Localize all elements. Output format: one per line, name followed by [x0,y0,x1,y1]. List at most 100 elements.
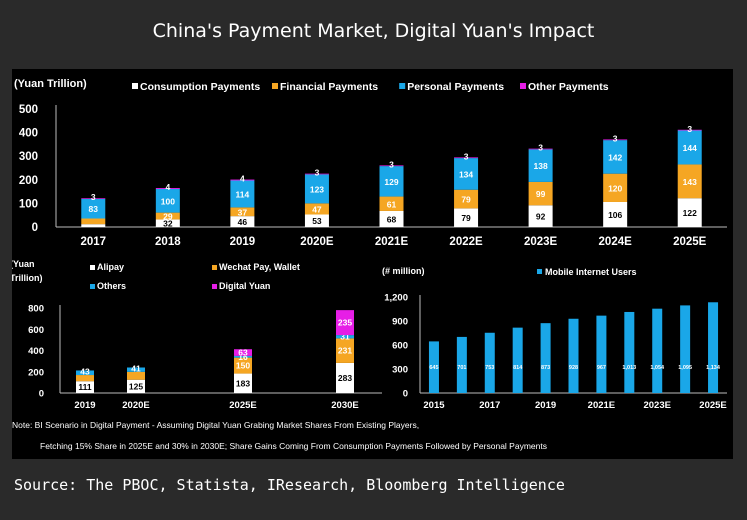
legend-label: Consumption Payments [140,81,260,93]
data-label: 29 [163,212,173,222]
bar [624,311,635,393]
y-tick-label: 600 [28,325,44,336]
y-tick-label: 0 [32,222,38,234]
bar-segment [230,180,255,208]
y-axis-title: (Yuan Trillion) [14,78,87,90]
y-axis-title: Trillion) [12,273,43,283]
chart-panel: (Yuan Trillion) Consumption Payments Finan… [10,69,733,459]
bar [708,302,719,393]
y-tick-label: 400 [19,128,38,140]
y-tick-label: 600 [392,341,408,352]
legend-swatch [212,284,217,289]
data-label: 4 [165,182,170,192]
bar-segment [230,207,255,217]
x-tick-label: 2020E [122,400,149,411]
bar-segment [336,362,354,393]
data-label: 111 [78,382,92,392]
data-label: 142 [608,152,622,162]
bar-segment [454,208,479,227]
x-tick-label: 2015 [423,400,445,411]
data-label: 41 [131,364,141,374]
bar-segment [127,371,145,380]
legend-swatch [399,83,406,89]
bar-segment [304,203,329,215]
y-tick-label: 100 [19,198,38,210]
y-axis-title: (# million) [382,266,425,276]
x-tick-label: 2025E [229,400,256,411]
bar-segment [379,210,404,227]
note-line-1: Note: BI Scenario in Digital Payment - A… [12,420,419,430]
data-label: 231 [338,346,352,356]
data-label: 122 [683,208,697,218]
bar-segment [155,219,180,227]
bar-segment [336,335,354,339]
data-label: 83 [89,204,99,214]
bar-segment [336,310,354,336]
bar-segment [454,158,479,190]
data-label: 3 [613,133,618,143]
bar [484,332,495,393]
bar-segment [454,157,479,159]
bar-segment [304,214,329,227]
data-label: 53 [312,216,322,226]
data-label: 701 [457,365,466,371]
data-label: 43 [80,366,90,376]
bar-segment [76,370,94,376]
data-label: 235 [338,318,352,328]
data-label: 79 [461,195,471,205]
bar-segment [76,375,94,382]
legend-label: Digital Yuan [219,281,270,291]
bar [428,341,439,393]
legend-swatch [212,265,217,270]
y-tick-label: 500 [19,104,38,116]
legend-label: Other Payments [528,81,609,93]
x-tick-label: 2017 [479,400,500,411]
bar [512,327,523,393]
data-label: 183 [236,378,250,388]
data-label: 46 [238,217,248,227]
legend-label: Mobile Internet Users [545,267,637,277]
bar-segment [81,198,106,199]
legend-swatch [90,284,95,289]
bar-segment [603,173,628,202]
data-label: 3 [389,159,394,169]
x-tick-label: 2030E [331,400,358,411]
data-label: 134 [459,169,473,179]
x-tick-label: 2021E [588,400,615,411]
y-tick-label: 0 [403,389,408,400]
bar [652,308,663,393]
data-label: 1,095 [678,365,692,371]
bar-segment [677,198,702,227]
bar-segment [155,189,180,213]
data-label: 68 [387,214,397,224]
source-text: Source: The PBOC, Statista, IResearch, B… [14,476,565,494]
data-label: 967 [597,365,606,371]
y-tick-label: 0 [39,389,44,400]
x-tick-label: 2023E [524,236,558,248]
x-tick-label: 2025E [673,236,707,248]
x-tick-label: 2021E [375,236,409,248]
legend-swatch [537,269,542,274]
data-label: 3 [538,143,543,153]
bar-segment [677,164,702,199]
bar-segment [81,218,106,225]
bar [596,315,607,393]
data-label: 92 [536,212,546,222]
legend-swatch [90,265,95,270]
data-label: 138 [534,161,548,171]
data-label: 150 [236,361,250,371]
data-label: 1,054 [650,365,665,371]
y-tick-label: 900 [392,317,408,328]
bar-segment [234,357,252,374]
data-label: 3 [687,124,692,134]
data-label: 144 [683,143,697,153]
data-label: 645 [429,365,438,371]
data-label: 753 [485,365,494,371]
bar-segment [603,139,628,141]
data-label: 3 [91,192,96,202]
data-label: 4 [240,174,245,184]
bar-segment [677,130,702,165]
data-label: 114 [236,189,250,199]
legend-swatch [272,83,278,89]
data-label: 143 [683,177,697,187]
